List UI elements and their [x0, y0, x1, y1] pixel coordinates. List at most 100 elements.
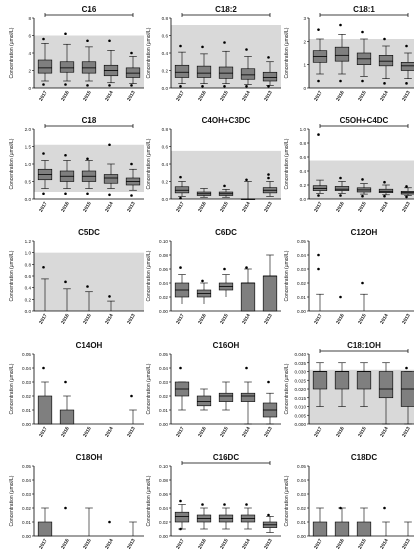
outlier-point: [86, 84, 89, 87]
bar: [262, 275, 278, 312]
x-tick-label: 2015: [82, 538, 93, 550]
panel-title: C16OH: [213, 341, 240, 350]
y-tick-label: 0.08: [159, 478, 168, 483]
y-tick-label: 0.030: [295, 370, 307, 375]
box: [378, 55, 394, 67]
bar: [37, 395, 53, 425]
y-tick-label: 0.005: [295, 413, 307, 418]
y-tick-label: 1.0: [25, 251, 32, 256]
panel-c18oh: C18OH 0.00 0.01 0.02 0.03 0.04 0.05 Concentrati…: [9, 453, 144, 550]
x-tick-label: 2015: [82, 201, 93, 214]
panel-c4oh-c3dc: C4OH+C3DC 0.0 0.2 0.4 0.6 0.8 Concentration (µ…: [146, 116, 281, 213]
y-tick-label: 0.05: [297, 464, 306, 469]
outlier-point: [64, 83, 67, 86]
x-tick-label: 2016: [335, 538, 346, 550]
y-tick-label: 0.4: [162, 51, 169, 56]
y-tick-label: 0.8: [25, 262, 32, 267]
y-tick-label: 0: [28, 86, 31, 91]
x-tick-label: 2015: [357, 90, 368, 103]
y-tick-label: 0.0: [25, 309, 32, 314]
box: [125, 67, 141, 78]
x-tick-label: 2016: [60, 201, 71, 214]
y-tick-label: 4: [28, 51, 31, 56]
outlier-point: [317, 79, 320, 83]
x-tick-label: 2013: [401, 201, 412, 214]
y-tick-label: 0.01: [297, 520, 306, 525]
y-axis-label: Concentration (µmol/L): [284, 138, 290, 189]
y-tick-label: 0.0: [162, 197, 169, 202]
y-tick-label: 1.2: [25, 239, 32, 244]
panel-title: C18:2: [215, 5, 237, 14]
y-tick-label: 0.10: [159, 464, 168, 469]
outlier-point: [361, 30, 364, 34]
x-tick-label: 2013: [126, 201, 137, 214]
bar: [334, 521, 350, 537]
x-tick-label: 2017: [175, 313, 186, 326]
y-tick-label: 0.000: [295, 422, 307, 427]
significance-marker: *: [225, 10, 228, 16]
y-tick-label: 0.4: [162, 162, 169, 167]
x-tick-label: 2013: [126, 538, 137, 550]
significance-marker: *: [88, 121, 91, 127]
outlier-point: [223, 41, 226, 44]
bar: [37, 521, 53, 537]
panel-c18-1: C18:1 0 1 2 3 Concentration (µmol/L) 2017 2016 2…: [284, 5, 414, 102]
y-tick-label: 1.0: [25, 162, 32, 167]
outlier-point: [339, 506, 342, 510]
significance-marker: *: [363, 121, 366, 127]
x-tick-label: 2017: [175, 201, 186, 214]
box: [59, 61, 75, 73]
significance-marker: *: [363, 10, 366, 16]
box: [103, 174, 119, 184]
y-tick-label: 0.02: [22, 394, 31, 399]
outlier-point: [383, 180, 386, 184]
y-tick-label: 0.00: [159, 422, 168, 427]
y-tick-label: 0.05: [159, 352, 168, 357]
x-tick-label: 2016: [197, 201, 208, 214]
y-tick-label: 0.03: [22, 492, 31, 497]
box: [218, 392, 234, 402]
panel-c16: C16 0 2 4 6 8 Concentration (µmol/L) 2017 2016 20…: [9, 5, 144, 102]
y-tick-label: 0.00: [22, 422, 31, 427]
outlier-point: [42, 192, 45, 196]
box: [400, 62, 414, 71]
y-tick-label: 1.5: [25, 145, 32, 150]
panel-c18-2: C18:2 0.0 0.2 0.4 0.6 0.8 Concentration (µmol/…: [146, 5, 281, 102]
x-tick-label: 2014: [104, 538, 115, 550]
y-tick-label: 3: [303, 16, 306, 21]
panel-c6dc: C6DC 0.00 0.02 0.04 0.06 0.08 0.10 Concentratio…: [146, 228, 281, 325]
panel-c14oh: C14OH 0.00 0.01 0.02 0.03 0.04 0.05 Concentrati…: [9, 341, 144, 438]
outlier-point: [361, 178, 364, 181]
x-tick-label: 2014: [241, 313, 252, 326]
panel-title: C18DC: [351, 453, 377, 462]
y-tick-label: 6: [28, 34, 31, 39]
y-tick-label: 0.2: [162, 180, 169, 185]
outlier-point: [86, 39, 89, 43]
outlier-point: [179, 527, 182, 531]
y-tick-label: 0.05: [297, 239, 306, 244]
outlier-point: [317, 267, 320, 271]
x-tick-label: 2014: [241, 426, 252, 439]
y-tick-label: 0.01: [297, 295, 306, 300]
x-tick-label: 2016: [60, 90, 71, 103]
bar: [356, 521, 372, 537]
x-tick-label: 2013: [263, 201, 274, 214]
y-axis-label: Concentration (µmol/L): [284, 363, 290, 414]
y-tick-label: 0.6: [162, 145, 169, 150]
x-tick-label: 2016: [60, 313, 71, 326]
x-tick-label: 2015: [82, 90, 93, 103]
y-tick-label: 0.0: [25, 197, 32, 202]
box: [262, 71, 278, 82]
outlier-point: [383, 37, 386, 41]
outlier-point: [130, 84, 133, 87]
y-tick-label: 0.10: [159, 239, 168, 244]
y-axis-label: Concentration (µmol/L): [9, 475, 15, 526]
y-tick-label: 0.8: [300, 141, 307, 146]
y-tick-label: 0.02: [159, 295, 168, 300]
box: [334, 371, 350, 390]
x-tick-label: 2014: [379, 313, 390, 326]
y-axis-label: Concentration (µmol/L): [146, 138, 152, 189]
x-tick-label: 2015: [219, 313, 230, 326]
x-tick-label: 2015: [219, 90, 230, 103]
